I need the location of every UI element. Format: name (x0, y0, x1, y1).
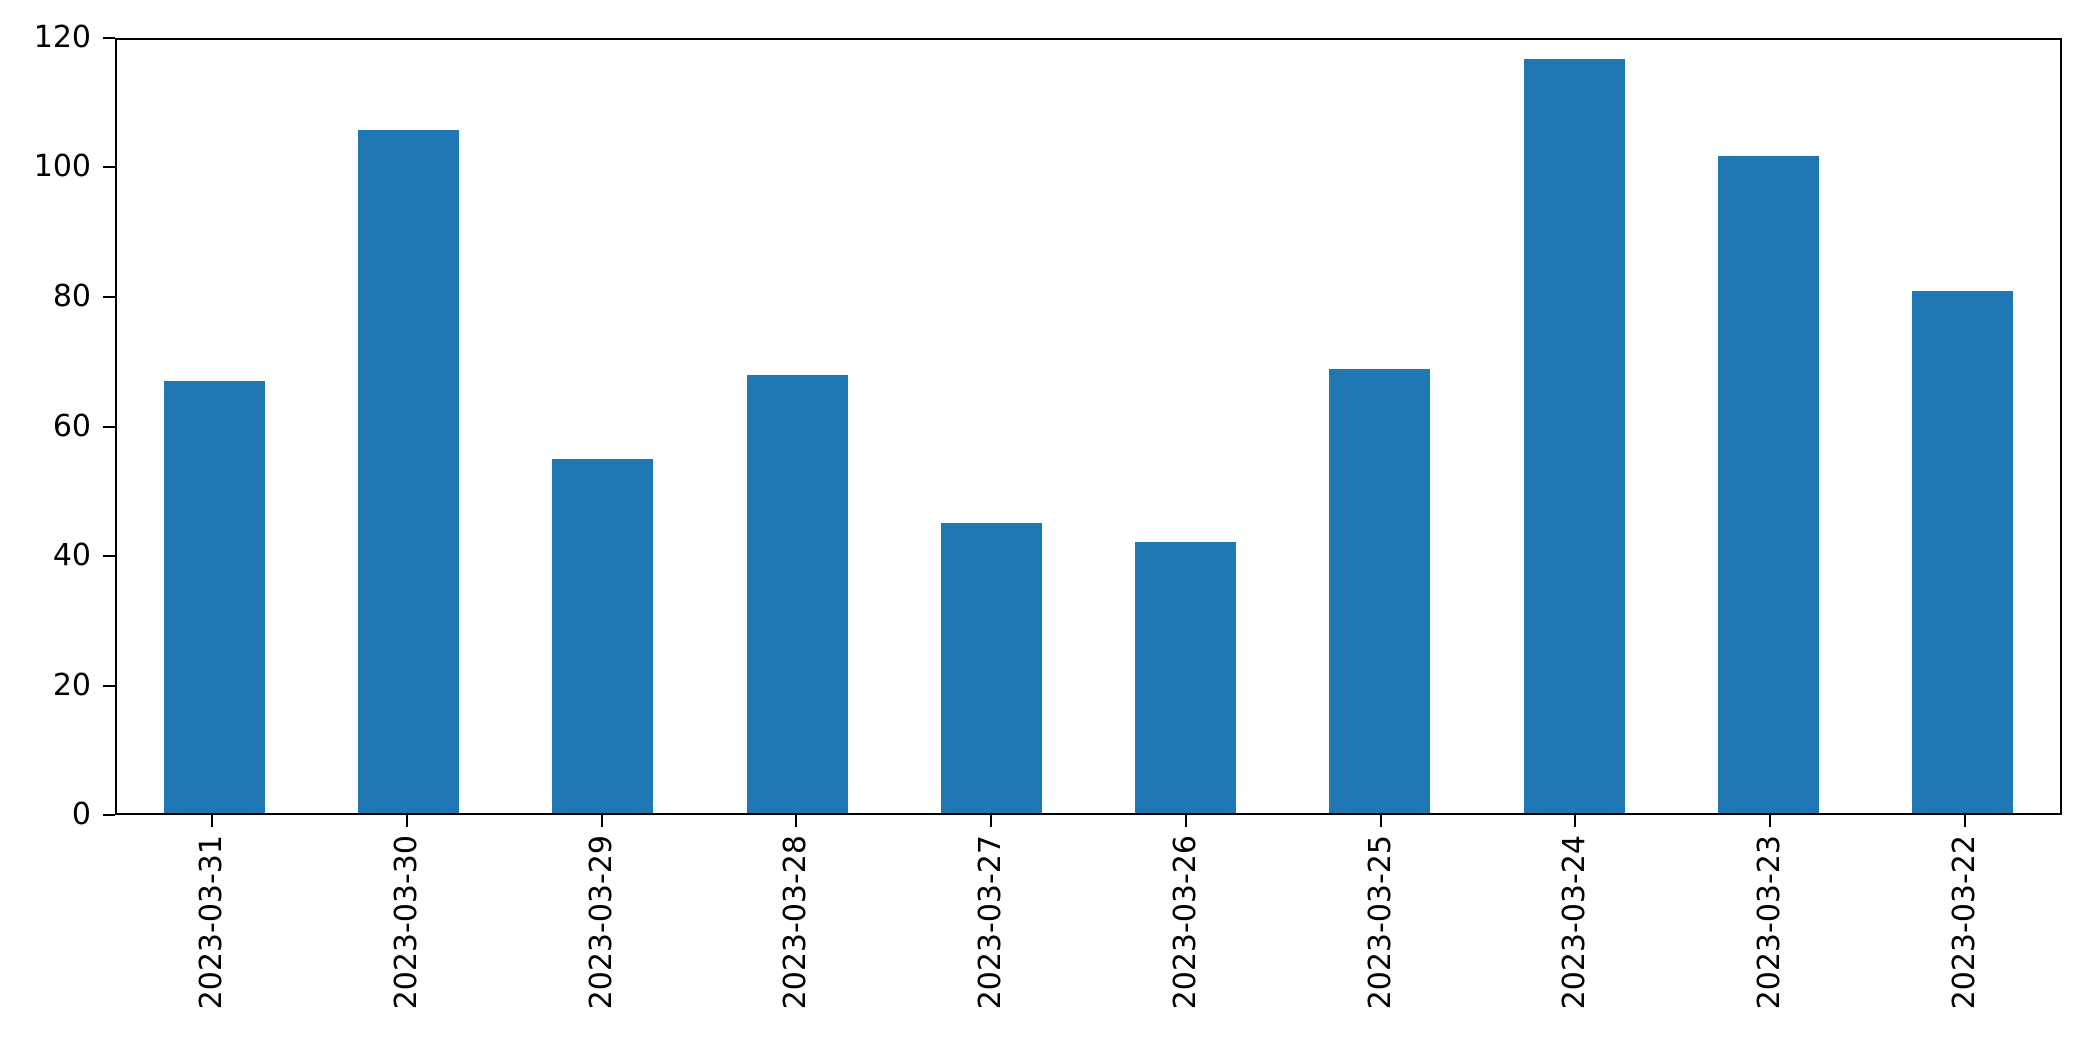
bar (940, 523, 1042, 813)
x-tick-mark (1574, 815, 1577, 827)
x-tick-mark (1184, 815, 1187, 827)
x-tick-mark (600, 815, 603, 827)
y-tick-label: 40 (52, 537, 91, 573)
y-tick-mark (103, 814, 115, 816)
y-tick-label: 80 (52, 278, 91, 314)
x-tick-mark (211, 815, 214, 827)
bar (1523, 59, 1625, 813)
bar (1135, 542, 1237, 813)
y-tick-label: 20 (52, 667, 91, 703)
plot-area (115, 38, 2062, 815)
x-tick-label: 2023-03-27 (972, 835, 1008, 1010)
x-tick-mark (795, 815, 798, 827)
x-tick-label: 2023-03-26 (1167, 835, 1203, 1010)
x-tick-label: 2023-03-24 (1557, 835, 1592, 1010)
bar (746, 374, 848, 813)
x-tick-label: 2023-03-22 (1946, 835, 1982, 1010)
bar (357, 130, 459, 813)
x-tick-label: 2023-03-25 (1362, 835, 1398, 1010)
bar (1329, 368, 1431, 813)
y-tick-mark (103, 166, 115, 169)
x-tick-label: 2023-03-23 (1751, 835, 1787, 1010)
y-tick-mark (103, 684, 115, 687)
y-tick-mark (103, 37, 115, 39)
bars-container (117, 40, 2060, 813)
x-tick-label: 2023-03-30 (388, 835, 424, 1010)
bar (163, 381, 265, 813)
y-tick-label: 120 (33, 20, 91, 55)
y-tick-mark (103, 554, 115, 557)
x-axis: 2023-03-31 2023-03-30 2023-03-29 2023-03-28… (115, 815, 2062, 1061)
x-tick-mark (990, 815, 993, 827)
x-tick-label: 2023-03-31 (194, 835, 230, 1010)
x-tick-mark (1379, 815, 1382, 827)
x-tick-label: 2023-03-28 (778, 835, 814, 1010)
x-tick-mark (1768, 815, 1771, 827)
y-tick-label: 100 (33, 149, 91, 185)
bar (552, 458, 654, 813)
y-axis: 0 20 40 60 80 100 120 (0, 23, 115, 830)
x-tick-label: 2023-03-29 (583, 835, 619, 1010)
x-tick-mark (406, 815, 409, 827)
x-tick-mark (1963, 815, 1966, 827)
y-tick-label: 0 (71, 797, 91, 832)
bar (1912, 291, 2014, 813)
y-tick-mark (103, 295, 115, 298)
y-tick-label: 60 (52, 408, 91, 444)
y-tick-mark (103, 425, 115, 428)
bar (1718, 155, 1820, 813)
